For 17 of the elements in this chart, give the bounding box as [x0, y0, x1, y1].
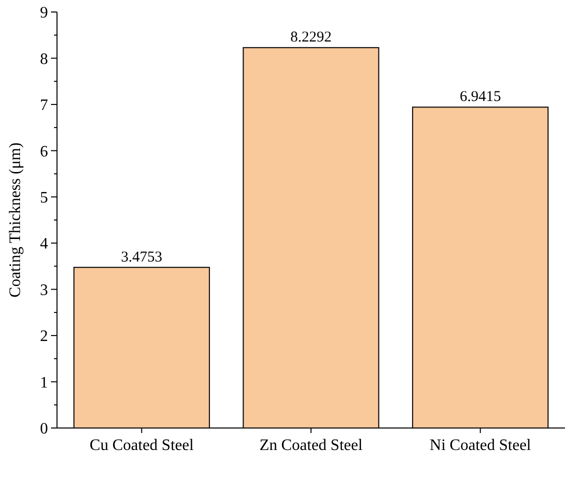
- y-tick-label: 8: [40, 50, 48, 68]
- y-tick-label: 6: [40, 143, 48, 160]
- y-tick-label: 5: [40, 189, 48, 206]
- y-tick-label: 9: [40, 4, 48, 22]
- x-tick-label: Zn Coated Steel: [259, 437, 364, 454]
- y-tick-label: 0: [40, 420, 48, 438]
- y-tick-label: 3: [40, 282, 48, 299]
- y-tick-label: 4: [40, 236, 48, 253]
- y-tick-label: 2: [40, 328, 48, 346]
- y-tick-label: 7: [40, 97, 48, 114]
- y-tick-label: 1: [40, 374, 48, 392]
- data-label: 6.9415: [460, 89, 501, 106]
- data-label: 3.4753: [121, 249, 162, 266]
- y-axis-title: Coating Thickness (μm): [7, 142, 24, 298]
- x-tick-label: Cu Coated Steel: [90, 437, 194, 454]
- x-tick-label: Ni Coated Steel: [430, 437, 532, 454]
- data-label: 8.2292: [290, 30, 332, 46]
